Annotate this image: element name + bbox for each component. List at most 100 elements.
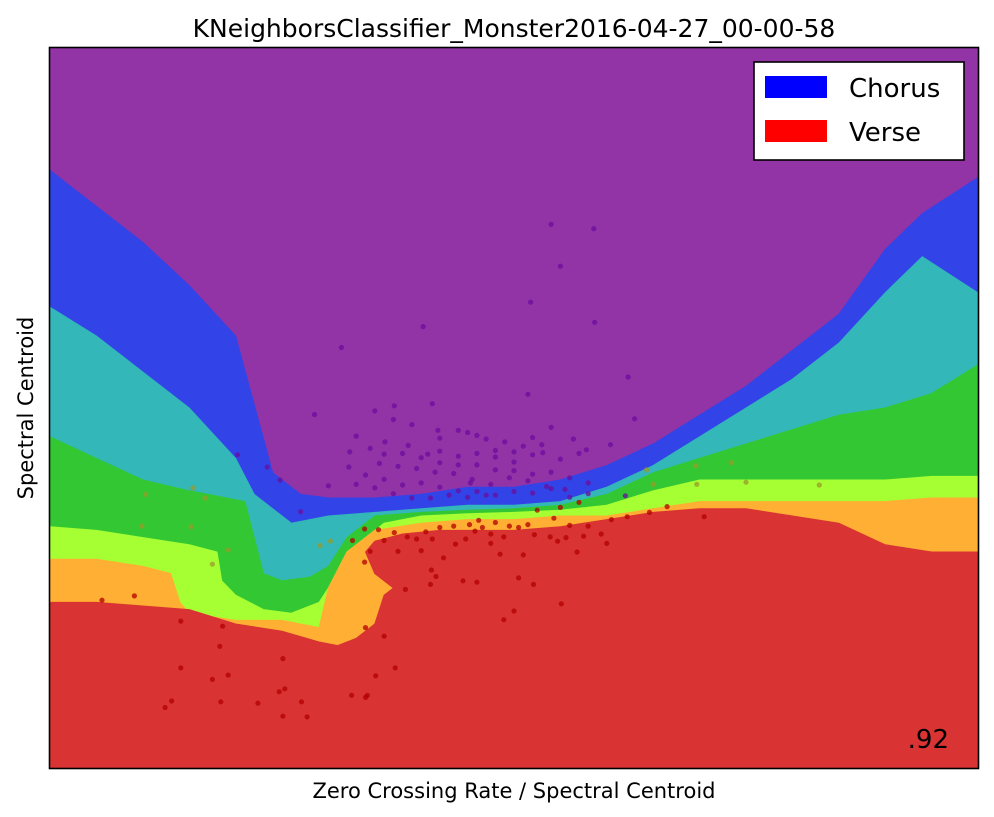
data-point [437, 435, 443, 441]
data-point [530, 471, 536, 477]
data-point [583, 447, 590, 453]
data-point [574, 549, 580, 555]
data-point [446, 492, 452, 498]
data-point [530, 434, 536, 441]
data-point [304, 714, 310, 720]
data-point [557, 263, 564, 269]
data-point [425, 451, 431, 457]
plot-frame [48, 46, 980, 770]
data-point [362, 472, 369, 478]
data-point [427, 581, 434, 588]
data-point [452, 541, 459, 547]
data-point [492, 519, 498, 526]
data-point [555, 538, 561, 544]
data-point [567, 494, 573, 500]
data-point [234, 452, 241, 458]
data-point [516, 524, 522, 531]
data-point [492, 447, 498, 454]
data-point [488, 540, 494, 547]
data-point [418, 480, 424, 486]
data-point [474, 488, 480, 495]
data-point [372, 485, 378, 491]
data-point [525, 478, 531, 484]
data-point [466, 522, 473, 528]
data-point [381, 451, 387, 457]
data-point [255, 700, 261, 706]
data-point [694, 481, 700, 487]
data-point [202, 495, 208, 501]
data-point [353, 481, 359, 487]
data-point [455, 488, 461, 494]
data-point [492, 492, 498, 498]
data-point [548, 469, 554, 475]
data-point [604, 540, 610, 547]
data-point [400, 450, 406, 456]
data-point [362, 526, 368, 532]
data-point [373, 673, 379, 679]
data-point [664, 504, 670, 510]
data-point [327, 538, 333, 544]
legend-swatch-verse [765, 120, 827, 142]
data-point [338, 344, 344, 351]
data-point [382, 439, 388, 445]
data-point [607, 442, 614, 448]
data-point [474, 450, 480, 456]
data-point [530, 490, 536, 496]
data-point [353, 433, 359, 439]
data-point [567, 522, 573, 529]
data-point [311, 411, 318, 418]
data-point [346, 464, 352, 470]
data-point [280, 656, 286, 662]
data-point [372, 408, 378, 414]
data-point [298, 699, 305, 705]
data-point [501, 617, 507, 623]
data-point [558, 601, 564, 607]
data-point [390, 491, 396, 497]
data-point [402, 586, 408, 593]
data-point [511, 468, 517, 474]
data-point [465, 494, 471, 500]
data-point [472, 528, 478, 534]
data-point [530, 452, 536, 458]
data-point [429, 401, 435, 407]
scatter-points [99, 221, 822, 720]
data-point [483, 492, 489, 498]
data-point [576, 450, 582, 456]
data-point [395, 463, 401, 469]
data-point [362, 559, 368, 565]
series-outlier [139, 460, 822, 567]
data-point [644, 467, 650, 473]
data-point [414, 465, 420, 472]
data-point [701, 514, 707, 520]
data-point [437, 448, 443, 454]
data-point [511, 488, 517, 495]
data-point [376, 460, 382, 466]
data-point [405, 442, 411, 448]
data-point [428, 567, 434, 573]
data-point [280, 713, 286, 719]
data-point [460, 578, 466, 584]
data-point [506, 475, 512, 481]
data-point [479, 524, 485, 531]
data-point [511, 459, 517, 465]
data-point [520, 443, 526, 449]
legend-label-verse: Verse [849, 118, 921, 148]
data-point [395, 548, 401, 554]
data-point [225, 672, 231, 678]
data-point [143, 491, 149, 497]
data-point [349, 537, 356, 544]
data-point [440, 555, 447, 561]
data-point [349, 692, 355, 698]
data-point [562, 486, 568, 492]
data-point [178, 618, 184, 624]
data-point [598, 531, 604, 537]
data-point [570, 436, 577, 442]
data-point [409, 422, 415, 428]
data-point [463, 536, 469, 542]
decision-regions [50, 48, 978, 768]
legend: Chorus Verse [753, 61, 965, 161]
data-point [501, 534, 507, 540]
data-point [169, 698, 175, 704]
data-point [423, 529, 429, 535]
data-point [525, 391, 531, 397]
